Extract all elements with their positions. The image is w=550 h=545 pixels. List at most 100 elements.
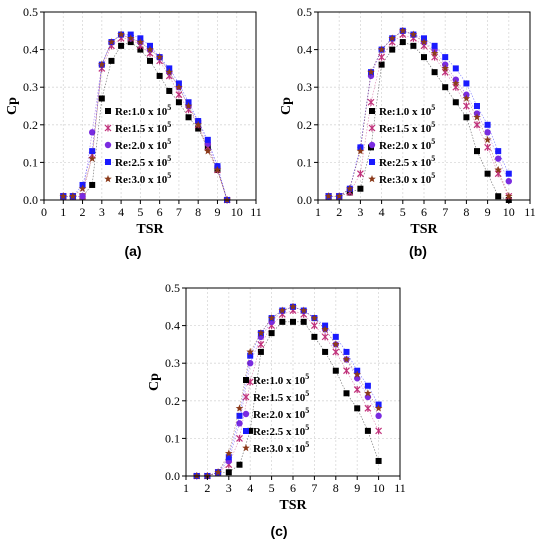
data-point <box>364 404 372 412</box>
legend-label-exponent: 5 <box>305 440 309 449</box>
legend-label-exponent: 5 <box>431 120 435 129</box>
series-line <box>328 30 510 197</box>
data-point <box>409 30 418 38</box>
data-point <box>236 420 243 427</box>
data-point <box>257 329 265 337</box>
data-point <box>364 382 371 389</box>
y-tick-label: 0.5 <box>23 5 38 19</box>
data-point <box>321 333 329 341</box>
data-point <box>441 64 449 72</box>
y-tick-label: 0.2 <box>165 394 180 408</box>
panel-label: (c) <box>270 523 287 539</box>
x-tick-label: 4 <box>247 481 253 495</box>
legend-label-main: Re:1.0 x 10 <box>115 106 168 118</box>
legend-label-exponent: 5 <box>167 154 171 163</box>
y-tick-label: 0.3 <box>23 80 38 94</box>
data-point <box>236 461 243 468</box>
data-point <box>165 68 174 76</box>
legend-label: Re:2.0 x 105 <box>379 137 435 152</box>
data-point <box>474 148 480 155</box>
data-point <box>343 390 350 397</box>
y-tick-label: 0.5 <box>297 5 312 19</box>
data-point <box>462 102 470 110</box>
data-point <box>364 427 371 434</box>
data-point <box>388 34 396 42</box>
legend-label-main: Re:3.0 x 10 <box>115 174 168 186</box>
data-point <box>483 135 492 144</box>
data-point <box>300 318 307 325</box>
data-point <box>268 330 275 337</box>
data-point <box>322 348 329 355</box>
data-point <box>310 314 319 322</box>
data-point <box>484 170 491 177</box>
x-tick-label: 9 <box>485 205 491 219</box>
data-point <box>431 42 438 49</box>
data-point <box>299 306 308 314</box>
x-tick-label: 5 <box>137 205 143 219</box>
data-point <box>442 54 449 61</box>
data-point <box>88 154 96 162</box>
legend-label-main: Re:1.0 x 10 <box>253 375 306 387</box>
legend-label-exponent: 5 <box>431 137 435 146</box>
data-point <box>474 103 480 109</box>
data-point <box>69 192 77 200</box>
data-point <box>335 192 343 200</box>
y-axis-title: Cp <box>147 373 162 391</box>
legend-label-main: Re:2.0 x 10 <box>379 140 432 152</box>
data-point <box>473 113 481 121</box>
data-point <box>310 322 318 330</box>
data-point <box>389 46 396 53</box>
legend-label: Re:1.5 x 105 <box>379 120 435 135</box>
data-point <box>311 333 318 340</box>
x-tick-label: 7 <box>311 481 317 495</box>
legend-label-exponent: 5 <box>305 389 309 398</box>
data-point <box>204 136 211 143</box>
legend-marker <box>104 175 112 183</box>
data-point <box>108 57 115 64</box>
data-point <box>332 340 340 348</box>
y-axis-title: Cp <box>5 97 20 115</box>
data-point <box>332 348 340 356</box>
series-line <box>63 38 228 201</box>
legend-marker <box>242 444 250 452</box>
data-point <box>431 69 438 76</box>
data-point <box>136 38 145 46</box>
legend-label-main: Re:2.0 x 10 <box>253 409 306 421</box>
legend-label-exponent: 5 <box>305 423 309 432</box>
legend-marker <box>105 159 111 165</box>
data-point <box>246 347 254 356</box>
data-point <box>89 181 96 188</box>
legend-label: Re:2.5 x 105 <box>253 423 309 438</box>
x-tick-label: 10 <box>231 205 243 219</box>
data-point <box>289 302 297 311</box>
data-point <box>378 53 386 61</box>
data-point <box>324 192 333 200</box>
legend-label-exponent: 5 <box>305 406 309 415</box>
x-tick-label: 2 <box>80 205 86 219</box>
legend-label-exponent: 5 <box>167 171 171 180</box>
data-point <box>235 404 244 412</box>
x-axis-title: TSR <box>136 222 164 237</box>
data-point <box>214 468 222 476</box>
data-point <box>357 185 364 192</box>
data-point <box>375 457 382 464</box>
data-point <box>375 427 383 435</box>
data-point <box>127 39 134 46</box>
x-axis-title: TSR <box>279 498 307 513</box>
x-tick-label: 8 <box>333 481 339 495</box>
data-point <box>367 98 375 106</box>
x-tick-label: 3 <box>226 481 232 495</box>
data-point <box>505 192 513 200</box>
data-point <box>225 469 232 476</box>
data-point <box>421 54 427 61</box>
x-tick-label: 2 <box>204 481 210 495</box>
data-point <box>356 170 364 178</box>
legend-label: Re:3.0 x 105 <box>379 171 435 186</box>
data-point <box>204 147 212 155</box>
y-tick-label: 0.0 <box>165 469 180 483</box>
data-point <box>321 325 329 333</box>
data-point <box>267 314 276 322</box>
x-axis-title: TSR <box>410 222 438 237</box>
